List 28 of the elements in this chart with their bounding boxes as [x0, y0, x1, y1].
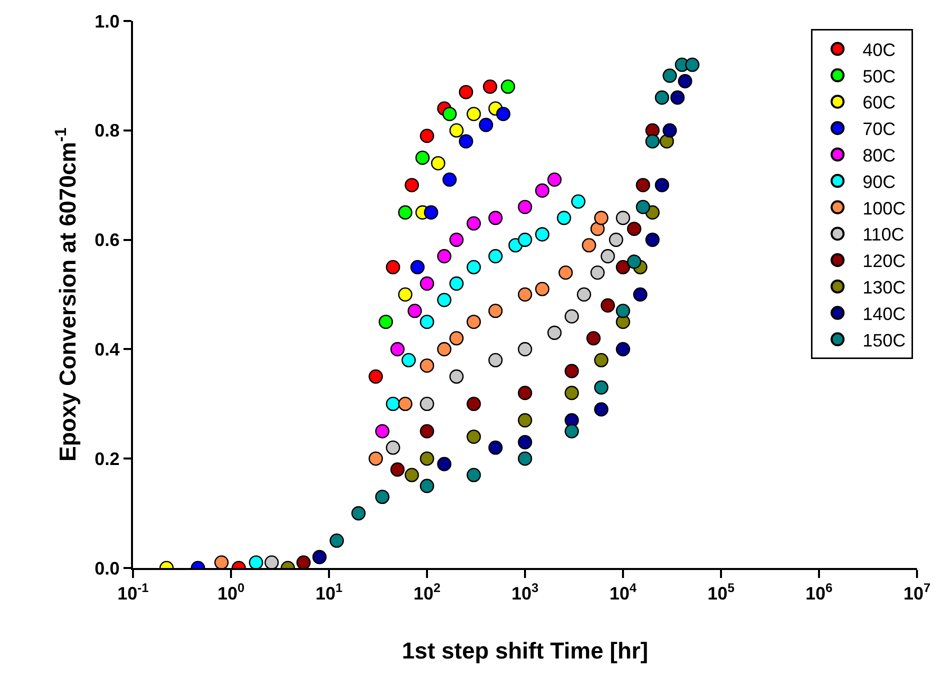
x-tick-label: 10$^{1}$: [315, 580, 343, 604]
legend-label: 120C: [862, 251, 906, 272]
x-tick-label: 10$^{0}$: [217, 580, 245, 604]
legend-label: 40C: [862, 40, 896, 60]
y-tick-label: 0.8: [94, 120, 120, 141]
legend-label: 50C: [862, 66, 896, 86]
x-tick-label: 10$^{4}$: [609, 580, 637, 604]
legend-label: 130C: [862, 278, 906, 298]
y-tick-label: 1.0: [94, 11, 120, 32]
legend-label: 140C: [862, 304, 906, 324]
x-tick-label: 10$^{6}$: [805, 580, 833, 604]
y-tick-label: 0.0: [94, 558, 120, 578]
x-tick-label: 10$^{2}$: [413, 580, 441, 604]
y-tick-label: 0.2: [94, 448, 120, 469]
x-tick-label: 10$^{-1}$: [117, 580, 149, 604]
y-tick-label: 0.6: [94, 230, 120, 250]
legend-label: 150C: [862, 330, 906, 350]
legend-label: 100C: [862, 198, 906, 218]
x-axis-title: 1st step shift Time [hr]: [402, 637, 648, 664]
legend-label: 70C: [862, 119, 896, 140]
legend-label: 90C: [862, 172, 896, 192]
x-tick-label: 10$^{5}$: [707, 580, 735, 604]
x-tick-label: 10$^{7}$: [903, 580, 931, 604]
legend-label: 80C: [862, 146, 896, 166]
legend-label: 60C: [862, 92, 896, 113]
y-tick-label: 0.4: [94, 340, 120, 360]
legend-label: 110C: [862, 224, 904, 245]
x-tick-label: 10$^{3}$: [511, 580, 539, 604]
